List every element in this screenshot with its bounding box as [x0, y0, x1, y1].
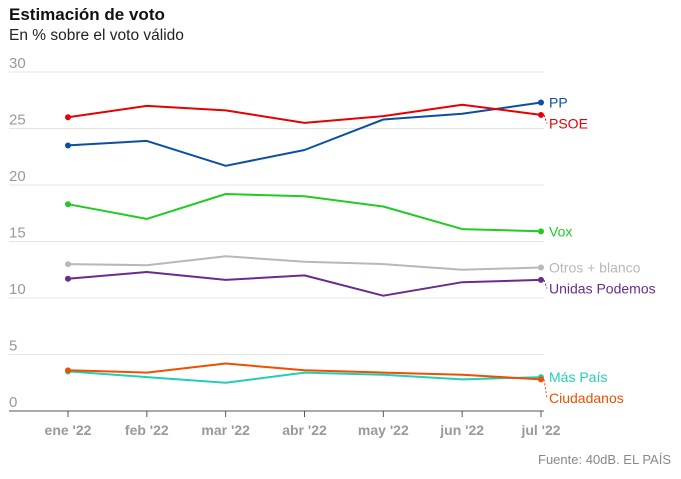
y-tick-label: 0 [9, 394, 17, 411]
series-point-otros-blanco [65, 261, 71, 268]
series-point-vox [538, 228, 544, 235]
series-point-otros-blanco [538, 264, 544, 271]
series-line-unidas-podemos [67, 271, 542, 297]
chart-title: Estimación de voto [9, 5, 165, 24]
series-point-pp [65, 142, 71, 149]
source-note: Fuente: 40dB. EL PAÍS [538, 452, 671, 467]
series-label-otros-blanco: Otros + blanco [549, 259, 641, 275]
series-point-pp [538, 99, 544, 106]
series-label-unidas-podemos: Unidas Podemos [549, 280, 656, 296]
x-tick-label: ene '22 [45, 422, 92, 438]
series-point-unidas-podemos [65, 275, 71, 282]
series-point-unidas-podemos [538, 276, 544, 283]
x-tick-label: jul '22 [520, 422, 560, 438]
series-label-ciudadanos: Ciudadanos [549, 390, 624, 406]
x-tick-label: may '22 [358, 422, 409, 438]
series-point-ciudadanos [65, 367, 71, 374]
x-tick-label: mar '22 [201, 422, 250, 438]
series-label-mas-pais: Más País [549, 369, 607, 385]
series-label-leader [543, 114, 548, 124]
series-point-ciudadanos [538, 376, 544, 383]
y-tick-label: 30 [9, 55, 26, 72]
series-label-pp: PP [549, 95, 568, 111]
series-line-ciudadanos [67, 362, 542, 381]
series-point-psoe [65, 114, 71, 121]
series-line-otros-blanco [67, 255, 542, 271]
series-label-psoe: PSOE [549, 116, 588, 132]
x-tick-label: abr '22 [282, 422, 327, 438]
series-line-psoe [67, 103, 542, 124]
chart-subtitle: En % sobre el voto válido [9, 27, 184, 44]
series-label-leader [543, 279, 548, 289]
x-tick-label: jun '22 [439, 422, 484, 438]
series-label-leader [543, 379, 548, 399]
series-point-vox [65, 201, 71, 208]
y-tick-label: 20 [9, 168, 26, 185]
series-line-vox [67, 193, 542, 233]
y-tick-label: 5 [9, 338, 17, 355]
y-tick-label: 25 [9, 112, 26, 129]
series-line-pp [67, 101, 542, 167]
series-label-vox: Vox [549, 223, 572, 239]
y-tick-label: 10 [9, 281, 26, 298]
x-tick-label: feb '22 [125, 422, 169, 438]
series-line-mas-pais [67, 370, 542, 384]
series-point-psoe [538, 111, 544, 118]
y-tick-label: 15 [9, 225, 26, 242]
